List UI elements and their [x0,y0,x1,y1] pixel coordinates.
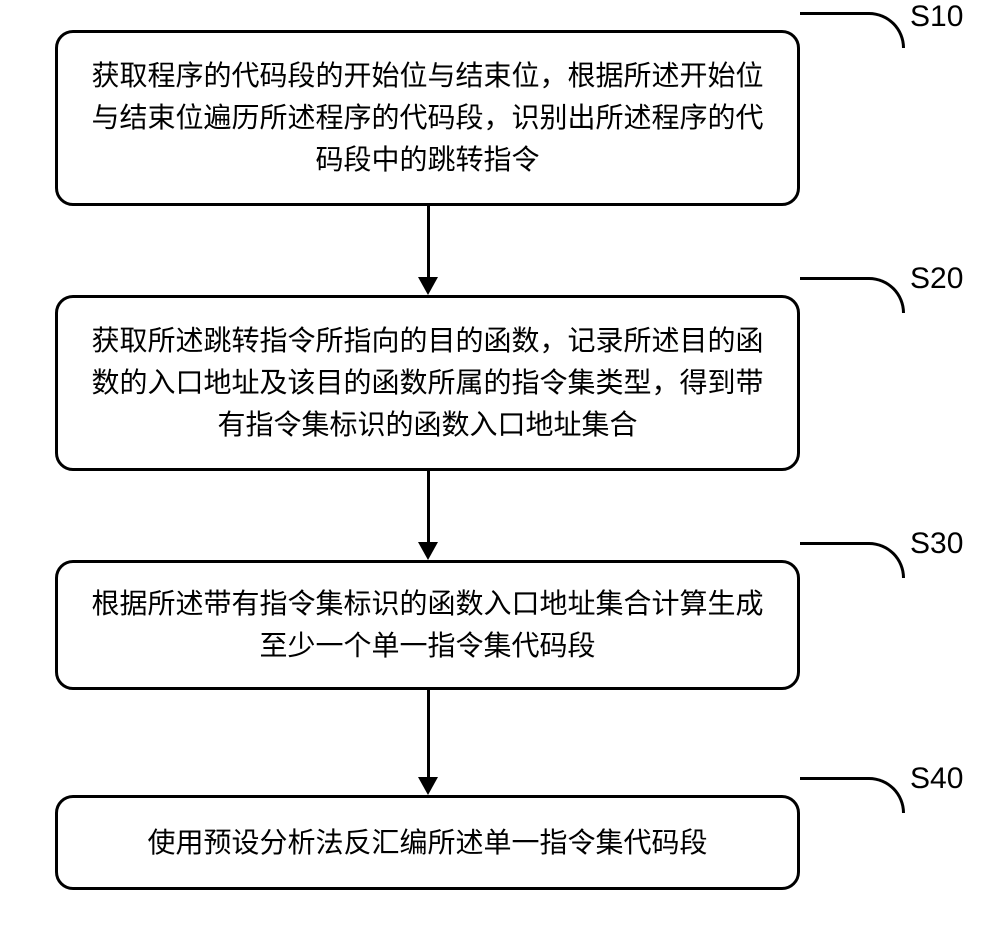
arrow-s20-s30-head [418,542,438,560]
flowchart-canvas: 获取程序的代码段的开始位与结束位，根据所述开始位与结束位遍历所述程序的代码段，识… [0,0,1000,941]
label-s30: S30 [910,527,963,561]
arrow-s10-s20-head [418,277,438,295]
step-s20: 获取所述跳转指令所指向的目的函数，记录所述目的函数的入口地址及该目的函数所属的指… [55,295,800,471]
step-s40-text: 使用预设分析法反汇编所述单一指令集代码段 [147,822,707,864]
callout-s30 [800,542,905,578]
callout-s20 [800,277,905,313]
step-s40: 使用预设分析法反汇编所述单一指令集代码段 [55,795,800,890]
arrow-s30-s40-head [418,777,438,795]
step-s10: 获取程序的代码段的开始位与结束位，根据所述开始位与结束位遍历所述程序的代码段，识… [55,30,800,206]
arrow-s20-s30-line [427,471,430,542]
label-s20: S20 [910,262,963,296]
arrow-s30-s40-line [427,690,430,777]
callout-s40 [800,777,905,813]
callout-s10 [800,12,905,48]
step-s10-text: 获取程序的代码段的开始位与结束位，根据所述开始位与结束位遍历所述程序的代码段，识… [78,55,777,181]
label-s10: S10 [910,0,963,34]
arrow-s10-s20-line [427,206,430,277]
step-s30-text: 根据所述带有指令集标识的函数入口地址集合计算生成至少一个单一指令集代码段 [78,583,777,667]
step-s20-text: 获取所述跳转指令所指向的目的函数，记录所述目的函数的入口地址及该目的函数所属的指… [78,320,777,446]
label-s40: S40 [910,762,963,796]
step-s30: 根据所述带有指令集标识的函数入口地址集合计算生成至少一个单一指令集代码段 [55,560,800,690]
